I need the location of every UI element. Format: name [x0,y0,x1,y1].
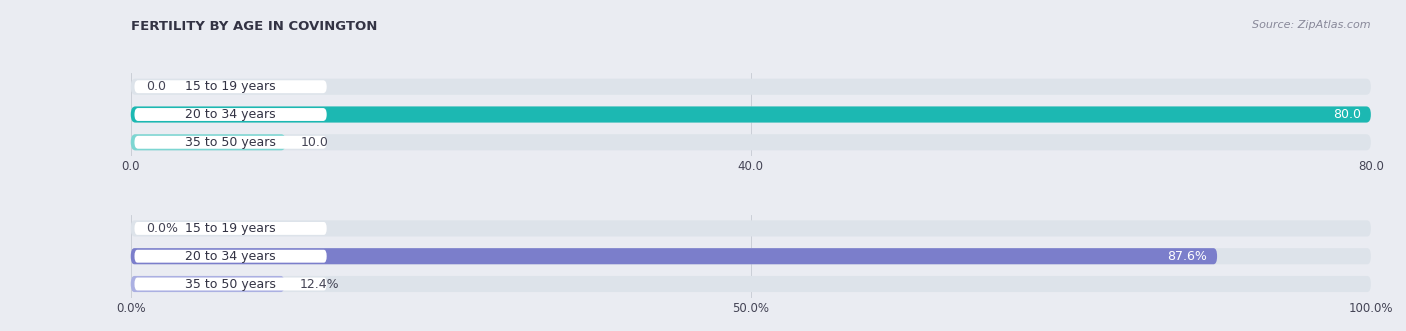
FancyBboxPatch shape [131,107,1371,122]
FancyBboxPatch shape [131,276,1371,292]
Text: 80.0: 80.0 [1333,108,1361,121]
Text: 20 to 34 years: 20 to 34 years [186,108,276,121]
FancyBboxPatch shape [131,134,1371,150]
Text: 0.0%: 0.0% [146,222,177,235]
FancyBboxPatch shape [131,134,285,150]
FancyBboxPatch shape [131,79,1371,95]
FancyBboxPatch shape [131,276,284,292]
FancyBboxPatch shape [135,108,326,121]
FancyBboxPatch shape [131,248,1371,264]
FancyBboxPatch shape [131,248,1218,264]
Text: 0.0: 0.0 [146,80,166,93]
Text: 35 to 50 years: 35 to 50 years [186,136,276,149]
Text: 15 to 19 years: 15 to 19 years [186,80,276,93]
FancyBboxPatch shape [135,278,326,291]
FancyBboxPatch shape [131,220,1371,236]
Text: FERTILITY BY AGE IN COVINGTON: FERTILITY BY AGE IN COVINGTON [131,20,377,33]
FancyBboxPatch shape [135,80,326,93]
FancyBboxPatch shape [135,250,326,263]
Text: 15 to 19 years: 15 to 19 years [186,222,276,235]
Text: 87.6%: 87.6% [1167,250,1208,263]
FancyBboxPatch shape [135,222,326,235]
Text: 12.4%: 12.4% [299,277,339,291]
Text: 10.0: 10.0 [301,136,329,149]
Text: Source: ZipAtlas.com: Source: ZipAtlas.com [1253,20,1371,30]
FancyBboxPatch shape [135,136,326,149]
FancyBboxPatch shape [131,107,1371,122]
Text: 20 to 34 years: 20 to 34 years [186,250,276,263]
Text: 35 to 50 years: 35 to 50 years [186,277,276,291]
